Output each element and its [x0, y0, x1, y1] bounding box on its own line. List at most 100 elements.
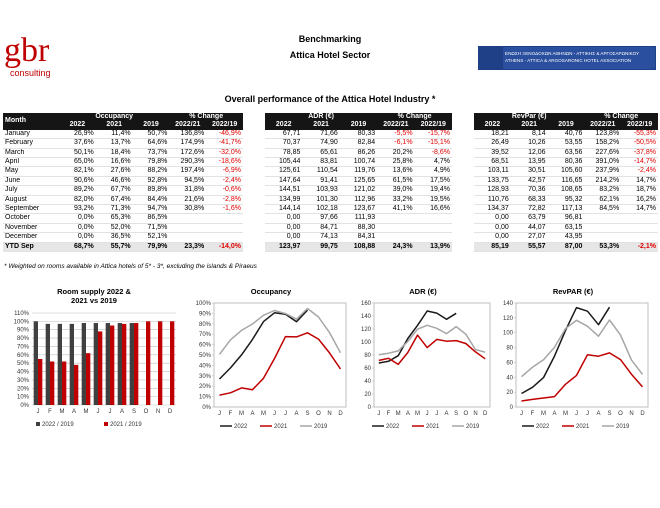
table-row: September 93,2% 71,3% 94,7% 30,8% -1,6%: [3, 204, 243, 215]
table-cell: -32,0%: [206, 148, 243, 159]
table-cell: 103,11: [474, 166, 511, 177]
table-cell: 11,4%: [95, 129, 133, 140]
table-row: 144,51 103,93 121,02 39,0% 19,4%: [265, 185, 452, 196]
x-tick-label: A: [120, 409, 124, 415]
table-row: March 50,1% 18,4% 73,7% 172,6% -32,0%: [3, 148, 243, 159]
x-tick-label: J: [435, 411, 438, 417]
table-row: August 82,0% 67,4% 84,4% 21,6% -2,8%: [3, 195, 243, 206]
legend-label: 2019: [314, 424, 328, 430]
table-cell: 97,66: [302, 213, 340, 224]
legend-label: 2019: [616, 424, 630, 430]
column-header: 2022/19: [206, 121, 243, 130]
chart-title: ADR (€): [409, 287, 437, 296]
table-cell: 100,74: [339, 157, 378, 168]
table-cell: 88,2%: [132, 166, 170, 177]
table-cell: 119,76: [339, 166, 378, 177]
y-tick-label: 30%: [199, 374, 212, 380]
row-label: June: [3, 176, 59, 187]
table-row: 105,44 83,81 100,74 25,8% 4,7%: [265, 157, 452, 168]
x-tick-label: A: [444, 411, 448, 417]
table-cell: 84,5%: [584, 204, 622, 215]
table-cell: 18,21: [474, 129, 511, 140]
table-cell: 83,81: [302, 157, 340, 168]
association-logo: ΕΝΩΣΗ ΞΕΝΟΔΟΧΩΝ ΑΘΗΝΩΝ - ΑΤΤΙΚΗΣ & ΑΡΓΟΣ…: [478, 46, 656, 70]
column-header: 2022/21: [377, 121, 415, 130]
table-cell: 10,26: [510, 138, 548, 149]
x-tick-label: J: [426, 411, 429, 417]
table-cell: 144,51: [265, 185, 303, 196]
subtitle: Attica Hotel Sector: [289, 50, 371, 60]
table-cell: 30,8%: [169, 204, 207, 215]
table-row: February 37,6% 13,7% 64,6% 174,9% -41,7%: [3, 138, 243, 149]
total-row: YTD Sep 68,7% 55,7% 79,9% 23,3% -14,0%: [3, 241, 243, 253]
bar: [57, 323, 62, 405]
data-table: Month Occupancy% Change 2022 2021 2019 2022/2…: [3, 113, 243, 253]
table-cell: 391,0%: [584, 157, 622, 168]
table-cell: -2,4%: [206, 176, 243, 187]
y-tick-label: 10%: [17, 395, 30, 401]
group-header: ADR (€): [265, 113, 378, 122]
bar: [134, 323, 139, 405]
table-cell: [377, 232, 415, 243]
table-cell: 0,0%: [59, 232, 96, 243]
table-cell: 86,5%: [132, 213, 170, 224]
table-cell: 110,76: [474, 195, 511, 206]
row-label: May: [3, 166, 59, 177]
table-cell: -2,4%: [621, 166, 658, 177]
bar: [158, 321, 163, 405]
table-cell: 14,7%: [621, 204, 658, 215]
title: Benchmarking: [298, 34, 362, 44]
row-label: August: [3, 195, 59, 206]
y-tick-label: 100: [361, 340, 372, 346]
table-cell: 0,00: [474, 213, 511, 224]
y-tick-label: 0%: [202, 405, 211, 411]
table-cell: 111,93: [339, 213, 378, 224]
x-tick-label: M: [541, 411, 546, 417]
header-row: 2022 2021 2019 2022/21 2022/19: [265, 121, 452, 130]
y-tick-label: 0%: [20, 403, 29, 409]
table-row: April 65,0% 16,6% 79,8% 290,3% -18,6%: [3, 157, 243, 168]
table-cell: -18,6%: [206, 157, 243, 168]
table-cell: 21,6%: [169, 195, 207, 206]
table-row: 103,11 30,51 105,60 237,9% -2,4%: [474, 166, 658, 177]
row-label: April: [3, 157, 59, 168]
table-cell: 55,57: [510, 241, 548, 253]
table-cell: 84,31: [339, 232, 378, 243]
table-row: 0,00 84,71 88,30: [265, 223, 452, 234]
x-tick-label: N: [327, 411, 331, 417]
x-tick-label: M: [396, 411, 401, 417]
x-tick-label: N: [473, 411, 477, 417]
column-header: 2019: [339, 121, 378, 130]
table-cell: 65,0%: [59, 157, 96, 168]
bar: [50, 361, 55, 405]
x-tick-label: S: [305, 411, 309, 417]
table-cell: [414, 223, 452, 234]
y-tick-label: 140: [361, 314, 372, 320]
column-header: 2021: [95, 121, 133, 130]
table-cell: 82,0%: [59, 195, 96, 206]
table-cell: 65,3%: [95, 213, 133, 224]
table-row: 144,14 102,18 123,67 41,1% 16,6%: [265, 204, 452, 215]
table-cell: 95,32: [547, 195, 585, 206]
table-cell: 110,54: [302, 166, 340, 177]
line: [521, 306, 611, 395]
table-row: 70,37 74,90 82,84 -6,1% -15,1%: [265, 138, 452, 149]
x-tick-label: F: [531, 411, 535, 417]
chart-svg: 0%10%20%30%40%50%60%70%80%90%100%J F M A M J J…: [196, 301, 347, 430]
y-tick-label: 40: [364, 379, 371, 385]
bar: [129, 323, 134, 405]
table-row: 0,00 63,79 96,81: [474, 213, 658, 224]
line: [219, 332, 342, 396]
table-cell: 18,7%: [621, 185, 658, 196]
x-tick-label: A: [294, 411, 298, 417]
x-tick-label: N: [156, 409, 160, 415]
table-cell: 25,8%: [377, 157, 415, 168]
table-cell: 41,1%: [377, 204, 415, 215]
table-cell: 53,3%: [584, 241, 622, 253]
x-tick-label: O: [618, 411, 623, 417]
footnote: * Weighted on rooms available in Attica …: [4, 263, 257, 270]
table-cell: -2,8%: [206, 195, 243, 206]
table-cell: [621, 223, 658, 234]
x-tick-label: O: [463, 411, 468, 417]
table-cell: 0,00: [265, 213, 303, 224]
